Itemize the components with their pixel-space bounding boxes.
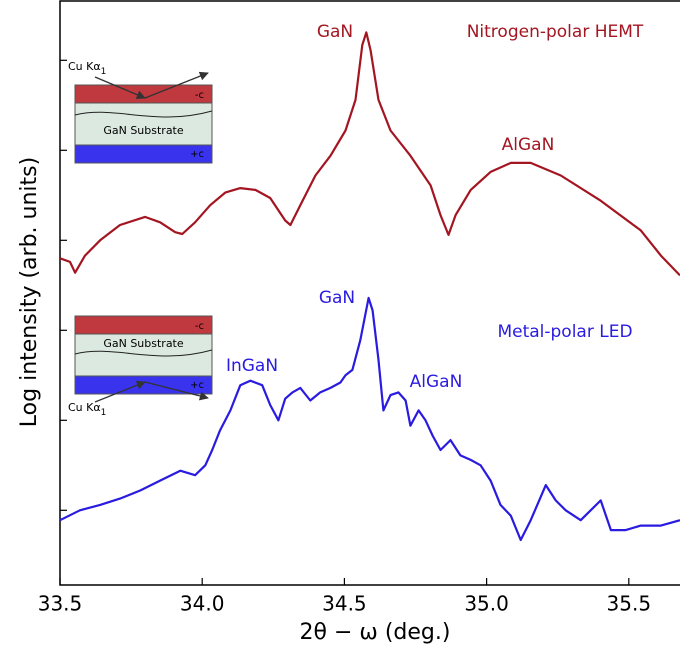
beam-out — [144, 71, 209, 99]
beam-name: Cu Kα — [68, 60, 101, 73]
x-tick-label: 35.5 — [607, 592, 652, 616]
layer-substrate — [74, 102, 213, 146]
layer-top — [74, 315, 213, 335]
layer-label: -c — [195, 321, 204, 332]
x-tick-label: 35.0 — [464, 592, 509, 616]
series-name: Metal-polar LED — [497, 322, 632, 342]
peak-label: AlGaN — [410, 372, 463, 392]
peak-label: GaN — [319, 288, 355, 308]
substrate-label: GaN Substrate — [103, 337, 184, 350]
beam-name: Cu Kα — [68, 401, 101, 414]
beam-subscript: 1 — [101, 67, 107, 77]
layer-label: -c — [195, 90, 204, 101]
x-tick-label: 34.0 — [180, 592, 225, 616]
layer-label: +c — [190, 380, 204, 391]
plot-frame — [59, 0, 680, 586]
beam-out — [144, 381, 209, 401]
beam-label: Cu Kα1 — [68, 60, 106, 77]
beam-in — [94, 380, 146, 403]
series-name: Nitrogen-polar HEMT — [467, 22, 644, 42]
layer-top — [74, 84, 213, 104]
beam-label: Cu Kα1 — [68, 401, 106, 418]
interface-wave — [74, 110, 213, 118]
beam-subscript: 1 — [101, 408, 107, 418]
x-tick-label: 34.5 — [322, 592, 367, 616]
peak-label: AlGaN — [502, 135, 555, 155]
layer-bottom — [74, 144, 213, 164]
beam-in — [94, 76, 146, 100]
substrate-label: GaN Substrate — [103, 124, 184, 137]
layer-label: +c — [190, 149, 204, 160]
peak-label: InGaN — [226, 356, 278, 376]
peak-label: GaN — [317, 22, 353, 42]
x-tick-label: 33.5 — [38, 592, 83, 616]
interface-wave — [74, 349, 213, 357]
x-axis-label: 2θ − ω (deg.) — [300, 620, 451, 645]
y-axis-label: Log intensity (arb. units) — [17, 157, 42, 427]
series-line — [59, 296, 680, 542]
series-line — [59, 31, 680, 277]
